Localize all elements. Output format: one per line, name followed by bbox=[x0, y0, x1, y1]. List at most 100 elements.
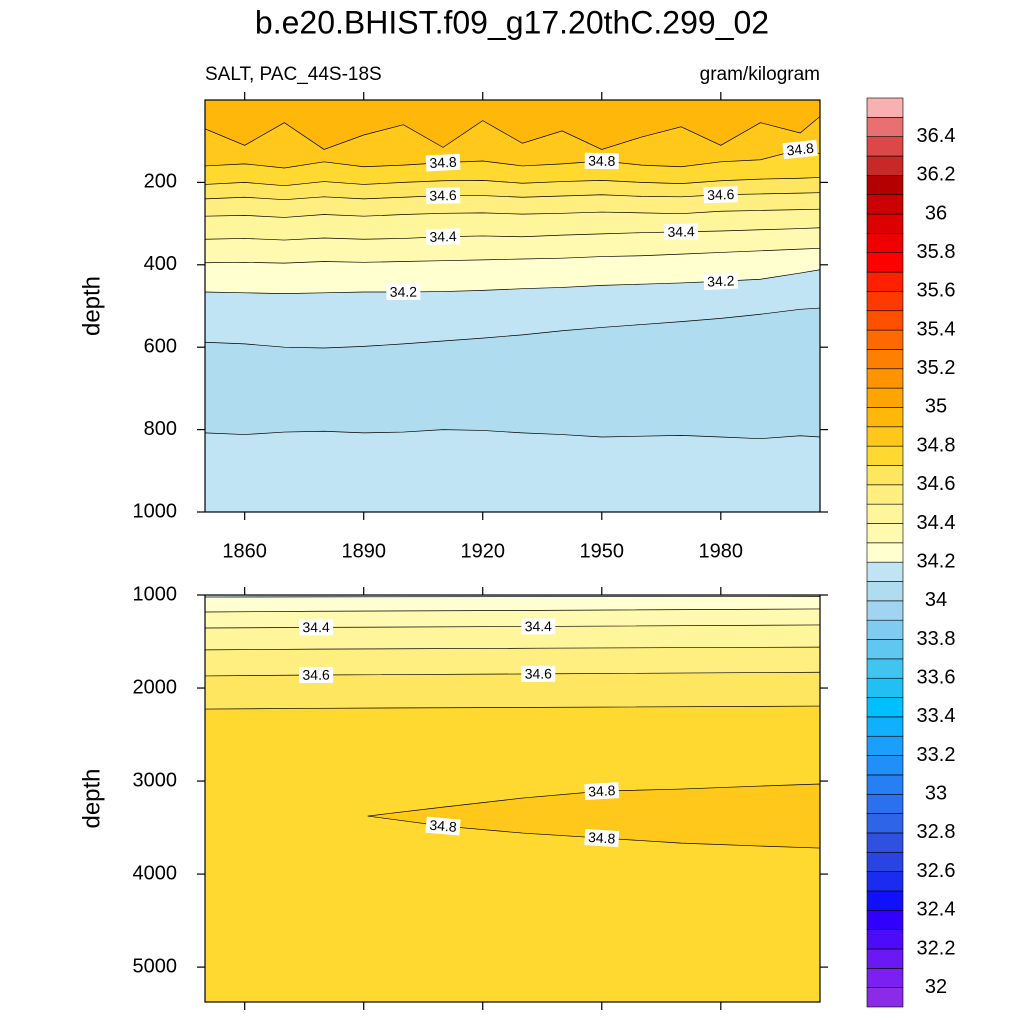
label-box bbox=[521, 618, 556, 635]
contour-label-text: 34.8 bbox=[588, 782, 616, 800]
y-tick-label: 5000 bbox=[133, 955, 178, 977]
colorbar-box bbox=[866, 813, 904, 834]
contour-band bbox=[205, 608, 820, 629]
colorbar-box bbox=[866, 890, 904, 911]
contour-band bbox=[205, 672, 820, 710]
colorbar-box bbox=[866, 310, 904, 331]
contour-band bbox=[205, 149, 820, 186]
contour-line bbox=[205, 608, 820, 613]
colorbar-label: 36.4 bbox=[917, 125, 956, 147]
y-tick-label: 600 bbox=[144, 335, 177, 357]
contour-label: 34.8 bbox=[584, 829, 620, 848]
colorbar-label: 33.8 bbox=[917, 628, 956, 650]
y-tick-label: 400 bbox=[144, 253, 177, 275]
contour-label: 34.8 bbox=[584, 782, 620, 801]
label-box bbox=[584, 782, 620, 801]
contour-line bbox=[205, 646, 820, 651]
contour-label: 34.2 bbox=[703, 272, 739, 291]
contour-band bbox=[205, 100, 820, 150]
label-box bbox=[299, 619, 334, 636]
colorbar-label: 33.4 bbox=[917, 705, 956, 727]
colorbar-box bbox=[866, 387, 904, 408]
colorbar-label: 33 bbox=[925, 783, 947, 805]
contour-line bbox=[205, 116, 820, 150]
plot-area: 34.4 34.4 34.6 34.6 34.8 34.8 34.8 bbox=[205, 595, 820, 1002]
label-box bbox=[584, 829, 620, 848]
label-box bbox=[782, 139, 818, 160]
colorbar-box bbox=[866, 426, 904, 447]
contour-label: 34.6 bbox=[703, 186, 739, 204]
colorbar-box bbox=[866, 755, 904, 776]
colorbar-box bbox=[866, 252, 904, 273]
contour-band bbox=[205, 248, 820, 294]
x-tick-label: 1950 bbox=[580, 540, 625, 562]
contour-band bbox=[205, 177, 820, 200]
colorbar-box bbox=[866, 948, 904, 969]
chart-title: b.e20.BHIST.f09_g17.20thC.299_02 bbox=[255, 4, 769, 40]
colorbar-box bbox=[866, 968, 904, 988]
label-box bbox=[663, 223, 699, 241]
colorbar-box bbox=[866, 851, 904, 872]
colorbar-box bbox=[866, 213, 904, 234]
contour-label-text: 34.4 bbox=[667, 223, 695, 240]
colorbar-label: 32 bbox=[925, 976, 947, 998]
label-box bbox=[425, 816, 461, 836]
colorbar-label: 32.6 bbox=[917, 860, 956, 882]
contour-label: 34.6 bbox=[299, 667, 334, 684]
contour-label: 34.4 bbox=[299, 619, 334, 636]
contour-band bbox=[205, 308, 820, 439]
contour-label-text: 34.8 bbox=[429, 154, 457, 171]
colorbar-box bbox=[866, 194, 904, 215]
contour-label-text: 34.8 bbox=[786, 140, 815, 159]
colorbar-box bbox=[866, 233, 904, 254]
colorbar-label: 34.2 bbox=[917, 550, 956, 572]
label-box bbox=[521, 665, 556, 682]
colorbar-box bbox=[866, 735, 904, 756]
y-tick-label: 2000 bbox=[133, 676, 178, 698]
colorbar-box bbox=[866, 523, 904, 544]
colorbar-box bbox=[866, 175, 904, 196]
y-tick-label: 1000 bbox=[133, 583, 178, 605]
x-tick-label: 1920 bbox=[460, 540, 505, 562]
contour-label-text: 34.8 bbox=[588, 152, 616, 168]
colorbar-box bbox=[866, 658, 904, 679]
colorbar-box bbox=[866, 929, 904, 950]
colorbar-box bbox=[866, 987, 904, 1008]
colorbar-label: 35.4 bbox=[917, 318, 956, 340]
colorbar-label: 35.6 bbox=[917, 280, 956, 302]
contour-label: 34.6 bbox=[425, 187, 461, 204]
colorbar-box bbox=[866, 677, 904, 698]
contour-line bbox=[205, 705, 820, 710]
contour-line bbox=[205, 624, 820, 629]
contour-band bbox=[205, 269, 820, 349]
colorbar-label: 33.6 bbox=[917, 666, 956, 688]
contour-line bbox=[205, 177, 820, 187]
plot-area: 34.8 34.8 34.8 34.6 34.6 34.4 34.4 34.2 34.2 bbox=[205, 100, 820, 512]
contour-band bbox=[205, 706, 820, 1002]
variable-label: SALT, PAC_44S-18S bbox=[205, 64, 382, 85]
contour-label: 34.8 bbox=[782, 139, 818, 160]
y-tick-label: 4000 bbox=[133, 862, 178, 884]
colorbar-label: 35.8 bbox=[917, 241, 956, 263]
label-box bbox=[703, 272, 739, 291]
contour-band bbox=[205, 209, 820, 241]
colorbar-box bbox=[866, 871, 904, 892]
contour-label: 34.8 bbox=[425, 154, 461, 172]
contour-label-text: 34.8 bbox=[429, 817, 458, 835]
contour-line bbox=[205, 149, 820, 169]
contour-band bbox=[205, 116, 820, 168]
colorbar-label: 32.4 bbox=[917, 899, 956, 921]
colorbar-label: 32.2 bbox=[917, 937, 956, 959]
contour-label: 34.4 bbox=[521, 618, 556, 635]
y-axis-title: depth bbox=[78, 768, 105, 828]
colorbar-label: 34 bbox=[925, 589, 947, 611]
colorbar-box bbox=[866, 465, 904, 486]
x-tick-label: 1860 bbox=[222, 540, 267, 562]
colorbar-box bbox=[866, 271, 904, 292]
colorbar-box bbox=[866, 503, 904, 524]
x-tick-label: 1890 bbox=[341, 540, 386, 562]
contour-label: 34.8 bbox=[425, 816, 461, 836]
contour-band bbox=[205, 647, 820, 676]
contour-label-text: 34.6 bbox=[302, 667, 330, 683]
colorbar-box bbox=[866, 484, 904, 505]
